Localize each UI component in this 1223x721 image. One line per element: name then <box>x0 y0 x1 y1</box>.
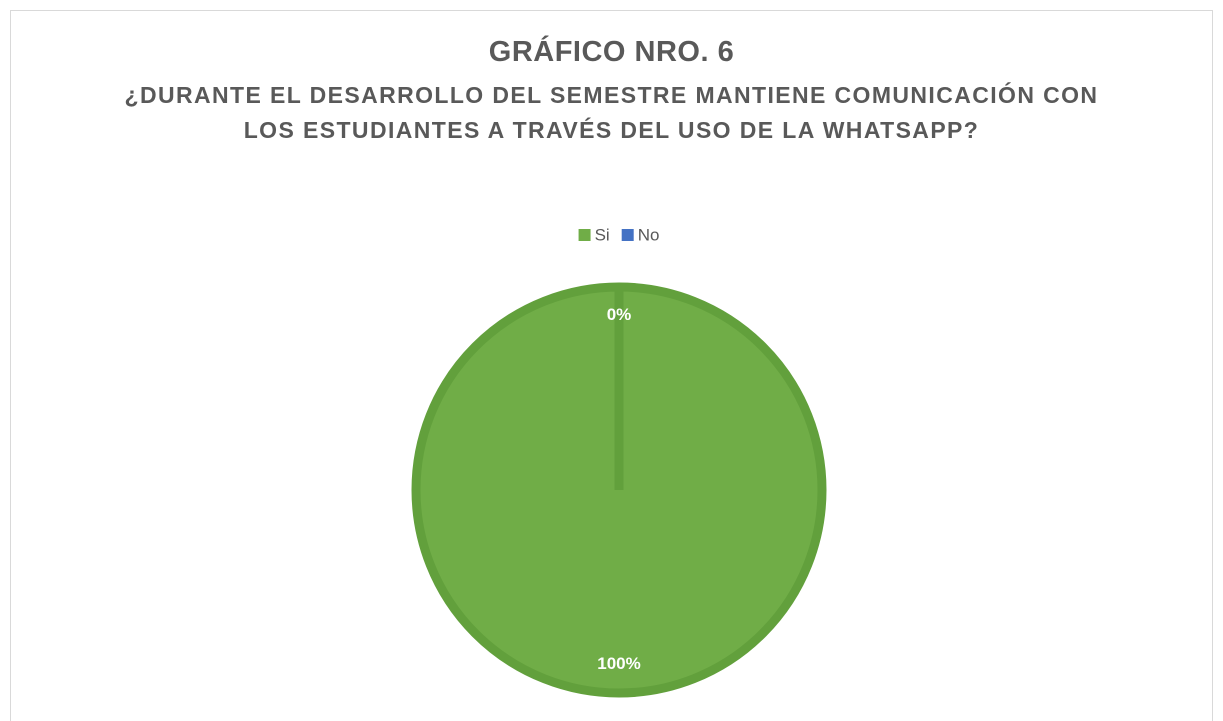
legend: Si No <box>578 225 660 244</box>
chart-frame <box>10 10 1213 721</box>
legend-swatch <box>578 229 591 241</box>
titles: GRÁFICO NRO. 6 ¿DURANTE EL DESARROLLO DE… <box>0 32 1223 148</box>
chart-subtitle: ¿DURANTE EL DESARROLLO DEL SEMESTRE MANT… <box>124 82 1099 143</box>
legend-label: No <box>638 225 660 244</box>
data-label: 0% <box>607 305 632 324</box>
legend-swatch <box>621 229 634 241</box>
chart-title: GRÁFICO NRO. 6 <box>488 36 735 68</box>
legend-label: Si <box>595 225 610 244</box>
data-label: 100% <box>597 654 640 673</box>
